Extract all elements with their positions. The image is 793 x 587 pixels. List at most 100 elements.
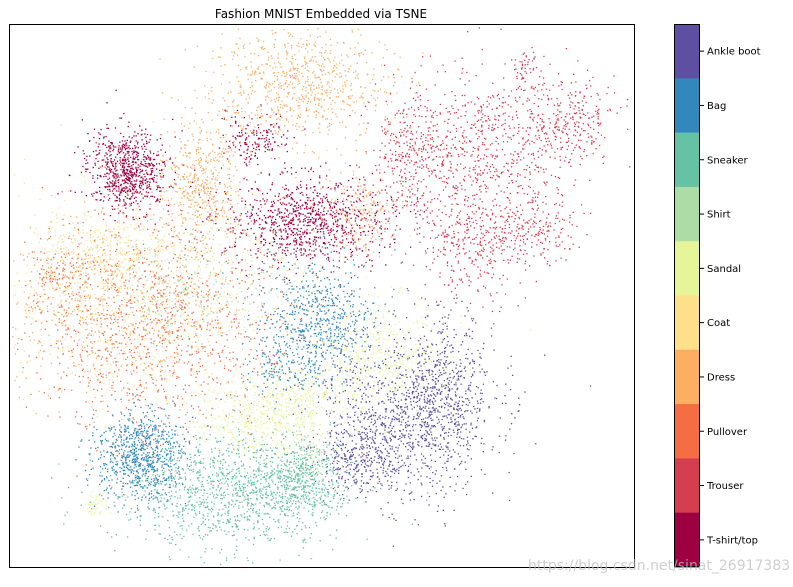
scatter-point [581,128,583,130]
scatter-point [549,225,552,227]
scatter-point [435,176,437,178]
scatter-point [481,131,483,133]
scatter-point [149,181,151,183]
scatter-point [314,254,316,256]
scatter-point [210,247,212,249]
scatter-point [221,117,223,120]
scatter-point [590,135,592,137]
scatter-point [113,148,115,150]
scatter-point [207,285,209,287]
scatter-point [482,121,484,123]
scatter-point [139,182,141,185]
scatter-point [193,322,195,324]
scatter-point [289,222,291,224]
scatter-point [78,243,80,245]
scatter-point [277,99,280,102]
scatter-point [102,333,104,335]
scatter-point [256,132,258,134]
scatter-point [532,87,534,90]
scatter-point [206,284,208,287]
scatter-point [242,229,244,231]
scatter-point [345,206,347,209]
scatter-point [141,139,143,141]
scatter-point [118,190,120,192]
scatter-point [459,224,462,226]
scatter-point [431,137,434,139]
scatter-point [174,303,176,305]
scatter-point [256,157,258,159]
scatter-point [516,101,518,103]
scatter-point [122,319,124,321]
scatter-point [391,153,394,155]
scatter-point [552,130,554,132]
scatter-point [533,57,535,59]
scatter-point [323,233,325,235]
scatter-point [245,163,247,165]
scatter-point [403,142,405,145]
scatter-point [519,235,522,237]
scatter-point [85,195,87,197]
scatter-point [283,229,285,231]
scatter-point [340,242,342,244]
scatter-point [172,365,174,367]
scatter-point [570,165,572,167]
scatter-point [140,176,142,179]
scatter-point [502,123,504,126]
scatter-point [322,226,325,228]
scatter-point [557,245,559,248]
scatter-point [592,141,595,143]
scatter-point [326,213,328,215]
scatter-point [210,414,212,416]
scatter-point [553,229,555,231]
scatter-point [275,222,277,224]
scatter-point [154,158,156,161]
scatter-point [464,189,466,191]
scatter-point [405,177,407,179]
scatter-point [500,210,502,212]
scatter-point [142,464,144,466]
scatter-point [133,151,135,154]
scatter-point [115,234,117,236]
scatter-point [543,126,545,128]
scatter-point [394,210,396,212]
scatter-point [111,205,113,207]
scatter-point [298,212,300,214]
scatter-point [186,282,188,284]
scatter-point [515,114,518,116]
scatter-point [284,144,286,146]
scatter-point [529,265,531,267]
scatter-point [68,285,70,287]
scatter-point [123,171,126,173]
scatter-point [152,382,154,384]
scatter-point [173,179,176,181]
scatter-point [112,173,115,175]
scatter-point [93,128,96,130]
scatter-point [123,175,125,177]
scatter-point [406,113,408,115]
scatter-point [235,216,237,218]
scatter-point [309,218,311,221]
scatter-point [415,172,418,174]
scatter-point [234,335,237,338]
scatter-point [132,264,134,266]
scatter-point [436,236,438,239]
scatter-point [349,165,351,167]
scatter-point [302,204,304,206]
scatter-point [459,218,461,220]
scatter-point [404,172,406,175]
scatter-point [260,228,263,230]
scatter-point [268,138,270,140]
scatter-point [112,185,114,187]
scatter-point [431,114,433,117]
scatter-point [572,116,574,119]
scatter-point [340,209,342,211]
scatter-point [240,333,242,335]
scatter-point [517,210,519,213]
scatter-point [195,350,198,352]
scatter-point [142,390,144,393]
scatter-point [482,306,484,308]
scatter-point [397,197,400,199]
scatter-point [304,208,306,210]
scatter-point [559,155,561,158]
scatter-point [477,277,479,279]
